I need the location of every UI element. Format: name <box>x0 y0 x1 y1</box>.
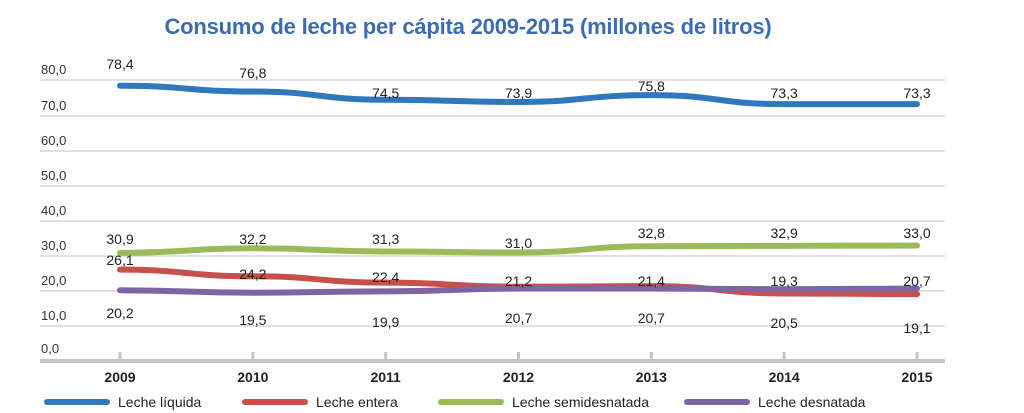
legend-swatch <box>44 399 110 405</box>
legend-item: Leche líquida <box>44 393 201 411</box>
data-label: 21,4 <box>638 273 665 289</box>
x-tick-label: 2011 <box>370 369 401 385</box>
data-label: 73,9 <box>505 85 532 101</box>
y-axis-ticks: 0,0 10,0 20,0 30,0 40,0 50,0 60,0 70,0 80,0 <box>41 62 66 356</box>
legend-item: Leche semidesnatada <box>438 393 649 411</box>
series-lines <box>117 82 920 298</box>
legend: Leche líquida Leche entera Leche semidesna… <box>0 393 1024 413</box>
legend-label: Leche líquida <box>118 394 202 410</box>
x-tick-label: 2010 <box>237 369 268 385</box>
x-tick-label: 2012 <box>503 369 534 385</box>
y-tick-label: 80,0 <box>41 62 66 77</box>
legend-swatch <box>242 399 308 405</box>
y-tick-label: 20,0 <box>41 273 66 288</box>
y-tick-label: 60,0 <box>41 133 66 148</box>
x-tick-label: 2015 <box>901 369 932 385</box>
x-tick-label: 2013 <box>636 369 667 385</box>
y-tick-label: 40,0 <box>41 203 66 218</box>
y-tick-label: 30,0 <box>41 238 66 253</box>
data-label: 24,2 <box>239 266 266 282</box>
data-label: 26,1 <box>106 252 133 268</box>
data-label: 21,2 <box>505 273 532 289</box>
legend-item: Leche entera <box>242 393 398 411</box>
data-label: 19,3 <box>771 273 798 289</box>
data-label: 19,9 <box>372 314 399 330</box>
data-label: 73,3 <box>771 85 798 101</box>
x-axis: 2009 2010 2011 2012 2013 2014 2015 <box>40 352 945 385</box>
legend-item: Leche desnatada <box>684 393 865 411</box>
series-line-leche-desnatada <box>117 285 920 296</box>
data-label: 32,9 <box>771 225 798 241</box>
data-label: 20,7 <box>903 273 930 289</box>
legend-swatch <box>684 399 750 405</box>
y-tick-label: 70,0 <box>41 98 66 113</box>
data-label: 73,3 <box>903 85 930 101</box>
data-label: 19,5 <box>239 312 266 328</box>
data-label: 30,9 <box>106 231 133 247</box>
y-tick-label: 50,0 <box>41 168 66 183</box>
chart-title: Consumo de leche per cápita 2009-2015 (m… <box>164 14 772 39</box>
data-label: 33,0 <box>903 225 930 241</box>
data-label: 20,7 <box>638 310 665 326</box>
data-label: 32,8 <box>638 225 665 241</box>
x-tick-label: 2009 <box>104 369 135 385</box>
data-label: 32,2 <box>239 231 266 247</box>
data-label: 20,2 <box>106 305 133 321</box>
data-label: 74,5 <box>372 85 399 101</box>
series-line-leche-liquida <box>117 82 920 108</box>
data-labels: 78,4 76,8 74,5 73,9 75,8 73,3 73,3 30,9 32,2 31,3… <box>106 56 930 336</box>
data-label: 78,4 <box>106 56 133 72</box>
data-label: 20,5 <box>771 315 798 331</box>
y-tick-label: 10,0 <box>41 308 66 323</box>
data-label: 75,8 <box>638 78 665 94</box>
series-line-leche-semidesnatada <box>117 242 920 256</box>
data-label: 19,1 <box>903 320 930 336</box>
x-tick-label: 2014 <box>769 369 800 385</box>
legend-label: Leche entera <box>316 394 398 410</box>
data-label: 76,8 <box>239 65 266 81</box>
legend-label: Leche desnatada <box>758 394 866 410</box>
y-tick-label: 0,0 <box>41 341 59 356</box>
legend-label: Leche semidesnatada <box>512 394 649 410</box>
legend-swatch <box>438 399 504 405</box>
data-label: 31,0 <box>505 235 532 251</box>
data-label: 31,3 <box>372 231 399 247</box>
data-label: 22,4 <box>372 269 399 285</box>
data-label: 20,7 <box>505 310 532 326</box>
